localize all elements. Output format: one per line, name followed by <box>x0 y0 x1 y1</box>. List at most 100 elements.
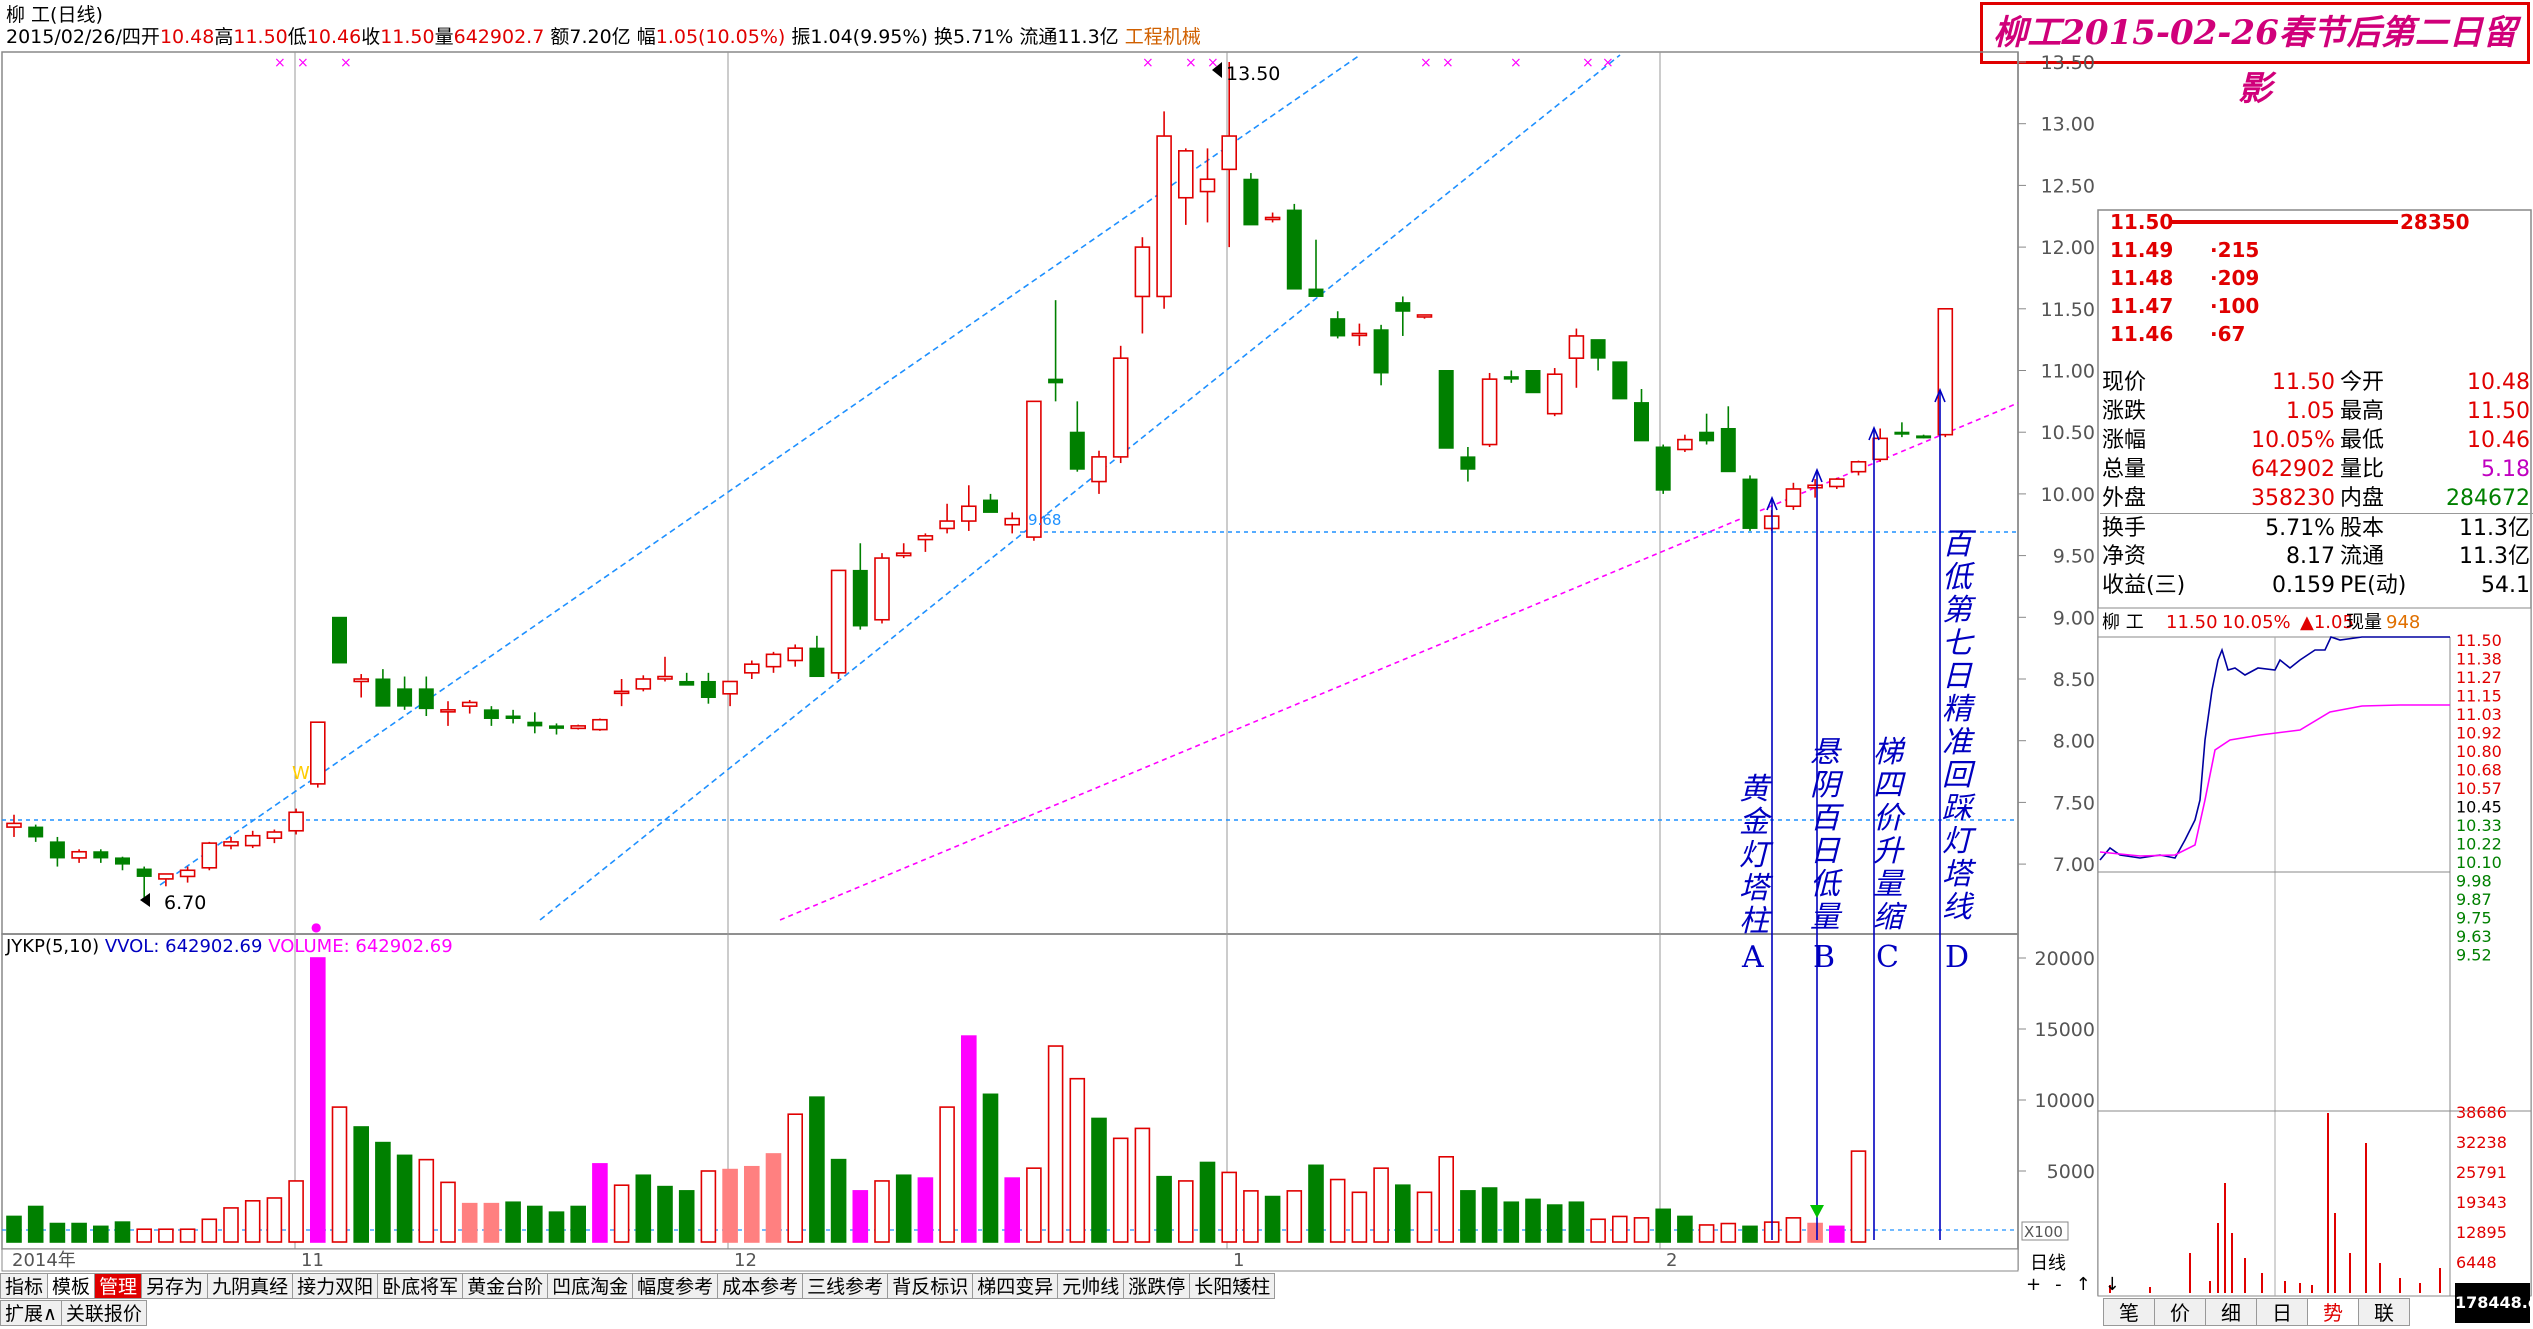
order-book-row[interactable]: 11.50 28350 <box>2100 208 2533 236</box>
signal-dot-icon: ● <box>311 920 321 934</box>
volume-bar <box>1178 1180 1194 1243</box>
tab-11[interactable]: 三线参考 <box>802 1273 889 1299</box>
candle-body-down <box>1699 431 1715 442</box>
quote-l1: 收益(三) <box>2102 573 2186 598</box>
tab-1[interactable]: 模板 <box>47 1273 96 1299</box>
order-book-row[interactable]: 11.49 ·215 <box>2100 236 2533 264</box>
candle-body-down <box>679 680 695 686</box>
volume-bar <box>1351 1191 1368 1243</box>
intraday-vol-tick: 25791 <box>2456 1163 2507 1182</box>
tab-0[interactable]: 扩展∧ <box>0 1300 62 1326</box>
candle-body-up <box>570 725 587 730</box>
price-tick-label: 9.00 <box>2053 607 2095 629</box>
tab-3[interactable]: 另存为 <box>141 1273 209 1299</box>
volume-bar <box>49 1222 66 1243</box>
volume-bar <box>1373 1167 1389 1243</box>
tab-0[interactable]: 指标 <box>0 1273 49 1299</box>
volume-bar <box>939 1106 955 1243</box>
candle-body-up <box>179 869 196 878</box>
candle-body-up <box>874 557 890 621</box>
tab-14[interactable]: 元帅线 <box>1057 1273 1125 1299</box>
bottom-tab-4[interactable]: 势 <box>2307 1298 2359 1326</box>
volume-bar <box>461 1202 478 1243</box>
volume-bar <box>1612 1215 1628 1243</box>
quote-v2: 10.46 <box>2467 428 2530 453</box>
candle-body-up <box>1807 484 1823 489</box>
tab-8[interactable]: 凹底淘金 <box>547 1273 634 1299</box>
candle-body-up <box>657 675 673 680</box>
tab-6[interactable]: 卧底将军 <box>377 1273 464 1299</box>
candle-body-up <box>1416 314 1433 318</box>
vol-value: 642902.7 <box>453 26 545 48</box>
bottom-tab-2[interactable]: 细 <box>2205 1298 2257 1326</box>
order-book-row[interactable]: 11.48 ·209 <box>2100 264 2533 292</box>
tab-10[interactable]: 成本参考 <box>717 1273 804 1299</box>
candle-body-down <box>527 721 543 727</box>
high-pointer-icon <box>1212 62 1222 78</box>
candle-body-up <box>1351 332 1368 337</box>
candle-body-down <box>418 688 434 710</box>
quote-l2: 最高 <box>2340 399 2385 424</box>
price-tick-label: 13.00 <box>2041 114 2095 136</box>
intraday-vol: 948 <box>2386 612 2420 633</box>
intraday-price-tick: 10.57 <box>2456 779 2502 798</box>
sector-link[interactable]: 工程机械 <box>1124 26 1201 48</box>
bottom-tab-5[interactable]: 联 <box>2358 1298 2410 1326</box>
price-tick-label: 12.00 <box>2041 237 2095 259</box>
volume-bar <box>375 1141 391 1243</box>
order-book-row[interactable]: 11.47 ·100 <box>2100 292 2533 320</box>
candle-body-down <box>1655 446 1671 491</box>
tab-4[interactable]: 九阴真经 <box>207 1273 294 1299</box>
tab-13[interactable]: 梯四变异 <box>972 1273 1059 1299</box>
quote-l1: 外盘 <box>2102 486 2147 511</box>
candle-body-up <box>1199 178 1216 193</box>
candle-body-up <box>1829 478 1845 488</box>
intraday-price-tick: 11.50 <box>2456 631 2502 650</box>
low-label: 低 <box>287 26 307 48</box>
volume-bar <box>1481 1187 1498 1243</box>
intraday-price: 11.50 <box>2166 612 2218 633</box>
signal-marker-icon: × <box>1442 55 1454 71</box>
price-axis-ticks: 13.50 13.00 12.50 12.00 11.50 11.00 10.50 10.00… <box>2018 52 2095 876</box>
tab-5[interactable]: 接力双阳 <box>292 1273 379 1299</box>
tab-16[interactable]: 长阳矮柱 <box>1189 1273 1276 1299</box>
quote-row: 收益(三) 0.159 PE(动) 54.1 <box>2100 571 2533 600</box>
trendline-upper-2 <box>539 54 1621 921</box>
volume-bar <box>1503 1201 1520 1243</box>
volume-bar <box>982 1093 999 1243</box>
annotation-label-d: 百低第七日精准回踩灯塔线 <box>1942 527 1972 925</box>
order-volume: 28350 <box>2400 210 2470 234</box>
bottom-tab-3[interactable]: 日 <box>2256 1298 2308 1326</box>
signal-marker-icon: × <box>340 55 352 71</box>
candle-body-down <box>1395 302 1411 312</box>
volume-bar <box>1460 1190 1476 1243</box>
bottom-tab-1[interactable]: 价 <box>2154 1298 2206 1326</box>
tab-2[interactable]: 管理 <box>94 1273 143 1299</box>
quote-row: 净资 8.17 流通 11.3亿 <box>2100 542 2533 571</box>
tab-7[interactable]: 黄金台阶 <box>462 1273 549 1299</box>
candle-body-up <box>244 834 261 847</box>
tab-15[interactable]: 涨跌停 <box>1123 1273 1191 1299</box>
tab-12[interactable]: 背反标识 <box>887 1273 974 1299</box>
intraday-price-tick: 9.63 <box>2456 927 2492 946</box>
intraday-price-tick: 10.80 <box>2456 742 2502 761</box>
volume-bar <box>1416 1191 1433 1243</box>
x-axis-band <box>1 1248 2019 1272</box>
zoom-controls[interactable]: +-↑↓ <box>2026 1274 2134 1295</box>
price-tick-label: 8.50 <box>2053 669 2095 691</box>
volume-bar <box>1677 1215 1693 1243</box>
tab-9[interactable]: 幅度参考 <box>632 1273 719 1299</box>
order-book-row[interactable]: 11.46 ·67 <box>2100 320 2533 348</box>
period-label[interactable]: 日线 <box>2030 1253 2066 1274</box>
bottom-tab-0[interactable]: 笔 <box>2103 1298 2155 1326</box>
annotation-arrowhead-icon <box>1811 467 1823 483</box>
indicator-title[interactable]: JYKP(5,10) <box>6 936 100 957</box>
signal-marker-icon: × <box>1510 55 1522 71</box>
chg-value: 1.05(10.05%) <box>655 26 786 48</box>
volume-bar <box>1829 1225 1845 1243</box>
candle-body-up <box>1156 135 1172 298</box>
tab-1[interactable]: 关联报价 <box>60 1300 147 1326</box>
volume-bar <box>1785 1217 1802 1243</box>
